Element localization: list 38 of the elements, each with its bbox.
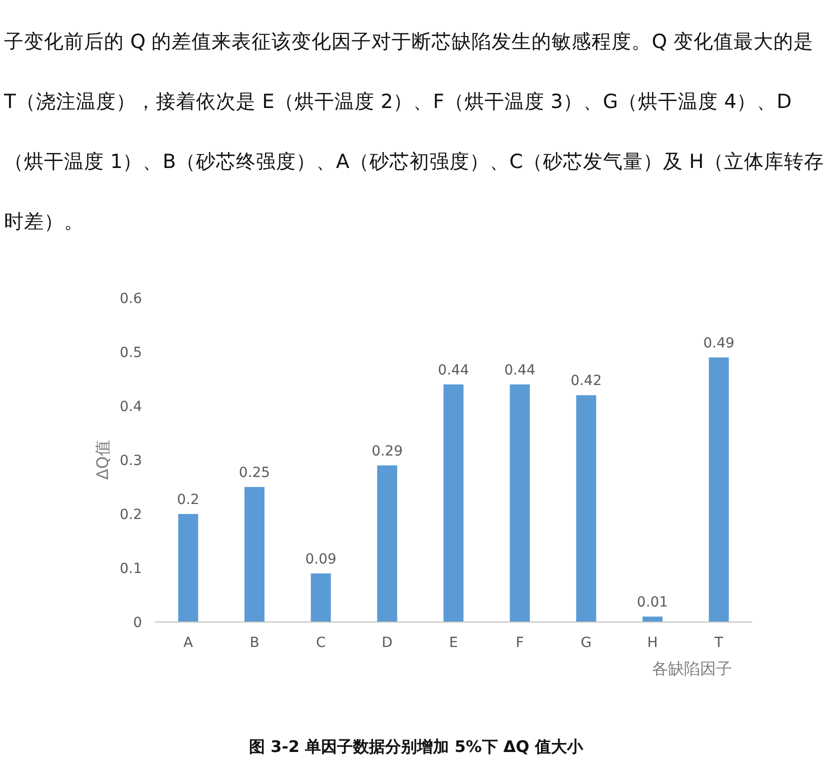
data-label: 0.29 (372, 443, 403, 460)
x-tick-label: G (580, 635, 592, 651)
x-tick-label: B (250, 635, 260, 651)
y-axis-title: ΔQ值 (93, 440, 112, 480)
bar (444, 384, 464, 622)
y-tick-label: 0.1 (120, 561, 142, 577)
x-tick-label: F (516, 635, 524, 651)
data-label: 0.44 (504, 362, 536, 378)
data-label: 0.42 (570, 373, 602, 390)
x-tick-label: E (449, 635, 458, 651)
bar (178, 514, 198, 622)
bar (642, 616, 662, 622)
data-label: 0.25 (238, 465, 270, 481)
y-tick-label: 0.3 (120, 453, 142, 469)
y-tick-label: 0.2 (120, 507, 142, 523)
x-axis-title: 各缺陷因子 (652, 659, 732, 678)
y-tick-label: 0.5 (120, 345, 142, 361)
bar (576, 395, 596, 622)
bar (708, 357, 729, 622)
bar (244, 487, 264, 622)
y-tick-label: 0.6 (120, 291, 142, 307)
data-label: 0.49 (703, 335, 734, 352)
data-label: 0.01 (636, 594, 668, 611)
bar (377, 465, 398, 622)
text: 子变化前后的 Q 的差值来表征该变化因子对于断芯缺陷发生的敏感程度。Q 变化值最大的是 T（浇注温度），接着依次是 E（烘干温度 2）、F（烘干温度 3）、G（烘干温度 4）、D（烘干温度 1）、B（砂芯终强度）、A（砂芯初强度）、C（砂芯发气量）及 H（立体库转存时差）。 (4, 30, 824, 233)
x-tick-label: D (382, 635, 393, 651)
y-tick-label: 0 (133, 615, 142, 631)
x-tick-label: T (714, 635, 724, 651)
x-tick-label: A (183, 635, 194, 651)
data-label: 0.2 (177, 492, 200, 508)
x-tick-label: H (647, 635, 658, 651)
data-label: 0.09 (305, 551, 336, 568)
bar (510, 384, 530, 622)
y-tick-label: 0.4 (120, 399, 142, 415)
data-label: 0.44 (438, 362, 470, 378)
x-tick-label: C (316, 635, 326, 651)
bar (310, 573, 331, 622)
text: 图 3-2 单因子数据分别增加 5%下 ΔQ 值大小 (249, 737, 584, 756)
